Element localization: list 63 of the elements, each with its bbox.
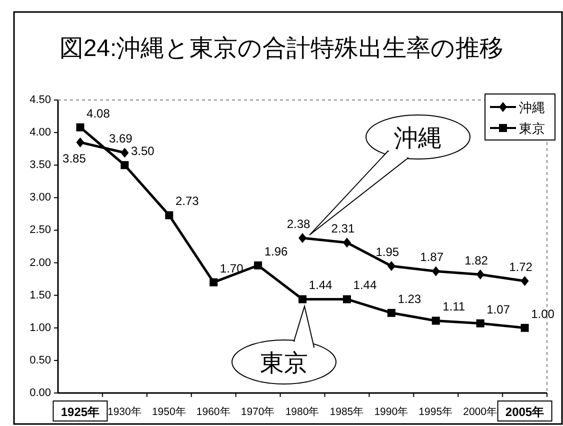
point — [476, 270, 484, 280]
xtick: 1930年 — [108, 406, 142, 418]
xtick: 1980年 — [285, 406, 320, 418]
data-label: 1.44 — [308, 278, 332, 292]
point — [342, 238, 351, 248]
data-label: 1.96 — [264, 244, 288, 258]
ytick: 0.00 — [30, 387, 51, 399]
annotation: 東京 — [260, 350, 308, 377]
ytick: 3.00 — [30, 192, 51, 204]
ytick: 1.50 — [30, 289, 51, 302]
ytick: 2.00 — [30, 256, 51, 269]
annotation: 沖縄 — [394, 125, 442, 152]
legend-label: 沖縄 — [519, 100, 545, 115]
xtick: 1995年 — [418, 406, 454, 418]
ytick: 4.50 — [30, 94, 51, 106]
ytick: 4.00 — [30, 126, 51, 139]
point — [520, 324, 529, 332]
data-label: 3.69 — [109, 132, 132, 146]
xtick: 2005年 — [505, 405, 544, 419]
xtick: 2000年 — [463, 406, 498, 418]
xtick: 1970年 — [240, 406, 276, 418]
point — [432, 316, 440, 325]
point — [520, 276, 529, 286]
point — [165, 211, 174, 220]
xtick: 1960年 — [196, 406, 231, 418]
data-label: 2.31 — [331, 222, 355, 236]
ytick: 2.50 — [30, 224, 51, 236]
data-label: 1.23 — [398, 292, 422, 306]
point — [476, 319, 484, 328]
point — [298, 295, 306, 304]
data-label: 1.82 — [464, 254, 488, 268]
data-label: 2.73 — [175, 194, 199, 208]
data-label: 1.44 — [353, 278, 377, 292]
data-label: 1.72 — [509, 260, 532, 274]
legend-label: 東京 — [519, 121, 545, 136]
ytick: 0.50 — [30, 354, 51, 366]
title: 図24:沖縄と東京の合計特殊出生率の推移 — [59, 35, 504, 62]
data-label: 1.87 — [420, 250, 444, 264]
data-label: 4.08 — [86, 106, 110, 120]
data-label: 1.00 — [531, 306, 554, 321]
point — [76, 137, 84, 148]
point — [120, 161, 129, 170]
xtick: 1985年 — [330, 406, 364, 418]
point — [210, 278, 218, 286]
point — [432, 266, 440, 276]
data-label: 2.38 — [286, 217, 310, 232]
xtick: 1950年 — [152, 406, 186, 418]
xtick: 1990年 — [374, 406, 409, 418]
point — [76, 123, 84, 132]
point — [387, 261, 396, 272]
data-label: 1.11 — [442, 300, 466, 314]
data-label: 3.50 — [131, 144, 154, 158]
point — [298, 233, 306, 244]
point — [342, 295, 351, 304]
ytick: 1.00 — [30, 322, 51, 334]
point — [254, 261, 262, 270]
data-label: 1.07 — [486, 302, 510, 316]
data-label: 1.95 — [376, 245, 400, 260]
xtick: 1925年 — [60, 405, 100, 419]
point — [120, 148, 129, 158]
point — [387, 308, 396, 317]
data-label: 3.85 — [62, 151, 86, 166]
ytick: 3.50 — [30, 159, 51, 172]
